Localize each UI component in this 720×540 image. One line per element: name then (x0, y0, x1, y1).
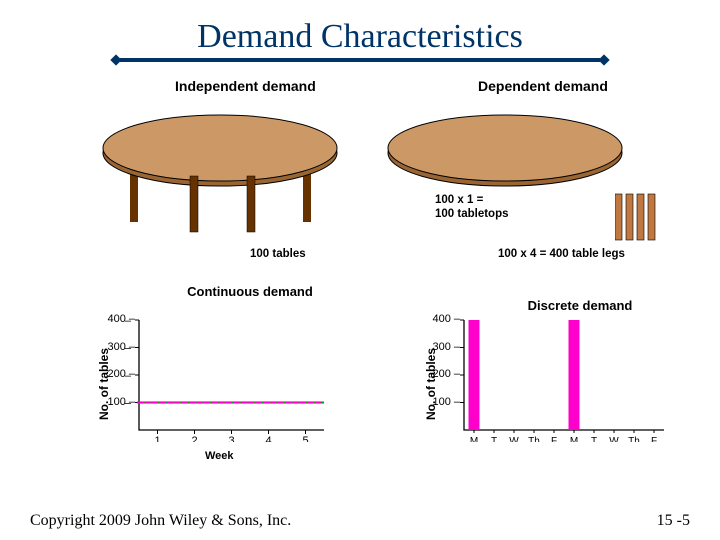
svg-text:4: 4 (265, 435, 271, 442)
discrete-ytick: 200 – (430, 368, 460, 380)
svg-text:1: 1 (154, 435, 160, 442)
table-left-icon (100, 110, 340, 240)
svg-text:T: T (491, 436, 497, 442)
discrete-ytick: 300 – (430, 341, 460, 353)
continuous-ytick: 200 – (103, 368, 135, 380)
discrete-ylabel: No. of tables (424, 348, 438, 420)
svg-text:Th: Th (528, 436, 540, 442)
title-underline (120, 58, 600, 62)
svg-text:Th: Th (628, 436, 640, 442)
discrete-ytick: 100 – (430, 396, 460, 408)
footer-page: 15 -5 (657, 512, 690, 530)
legs-icon (615, 188, 675, 248)
svg-text:M: M (570, 436, 578, 442)
continuous-ytick: 300 – (103, 341, 135, 353)
annot-tables: 100 tables (250, 248, 306, 260)
discrete-chart: No. of tables MTWThFMTWThF 100 –200 –300… (450, 312, 670, 442)
continuous-ylabel: No. of tables (97, 348, 111, 420)
svg-text:W: W (509, 436, 519, 442)
continuous-xlabel: Week (205, 450, 234, 462)
heading-dependent: Dependent demand (478, 78, 608, 94)
heading-continuous: Continuous demand (150, 284, 350, 299)
page-title: Demand Characteristics (0, 0, 720, 58)
continuous-ytick: 100 – (103, 396, 135, 408)
annot-legs: 100 x 4 = 400 table legs (498, 248, 625, 260)
heading-discrete: Discrete demand (480, 298, 680, 313)
svg-text:3: 3 (228, 435, 234, 442)
charts-row: Continuous demand Discrete demand No. of… (0, 312, 720, 487)
footer-copyright: Copyright 2009 John Wiley & Sons, Inc. (30, 512, 291, 530)
continuous-chart: No. of tables 100 –200 –300 –400 –12345 … (125, 312, 330, 442)
discrete-ytick: 400 – (430, 313, 460, 325)
annot-tabletops-1: 100 x 1 = (435, 194, 483, 206)
svg-text:F: F (651, 436, 657, 442)
table-right-icon (385, 110, 625, 190)
svg-text:2: 2 (191, 435, 197, 442)
heading-independent: Independent demand (175, 78, 316, 94)
svg-text:W: W (609, 436, 619, 442)
svg-text:M: M (470, 436, 478, 442)
svg-text:5: 5 (302, 435, 308, 442)
svg-text:T: T (591, 436, 597, 442)
tables-illustration: 100 x 1 = 100 tabletops 100 tables 100 x… (0, 110, 720, 280)
annot-tabletops-2: 100 tabletops (435, 208, 509, 220)
continuous-ytick: 400 – (103, 313, 135, 325)
svg-text:F: F (551, 436, 557, 442)
